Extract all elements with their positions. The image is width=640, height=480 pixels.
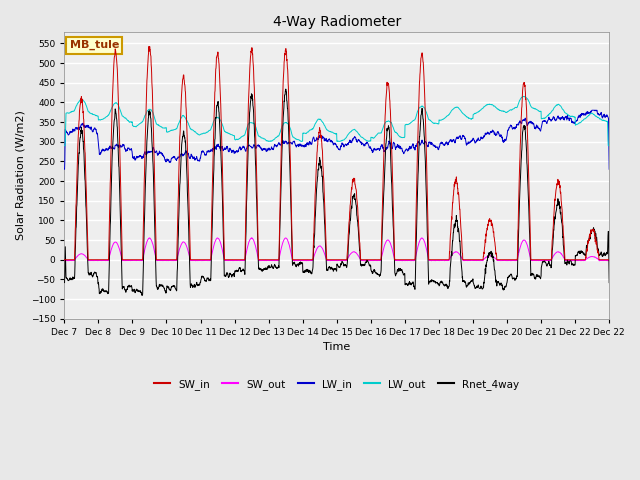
Rnet_4way bbox=[282, 86, 290, 92]
SW_in bbox=[115, 109, 123, 115]
SW_in bbox=[145, 44, 152, 49]
SW_out bbox=[598, 258, 605, 264]
LW_out bbox=[61, 143, 68, 148]
LW_in bbox=[588, 108, 596, 113]
Line: Rnet_4way: Rnet_4way bbox=[65, 89, 609, 296]
Rnet_4way bbox=[501, 283, 509, 289]
X-axis label: Time: Time bbox=[323, 342, 350, 352]
LW_in bbox=[605, 167, 613, 172]
SW_in bbox=[598, 257, 605, 263]
SW_out bbox=[532, 258, 540, 264]
LW_in bbox=[115, 145, 123, 151]
Rnet_4way bbox=[61, 280, 68, 286]
LW_out bbox=[369, 135, 377, 141]
SW_in bbox=[532, 257, 540, 263]
Line: LW_in: LW_in bbox=[65, 110, 609, 169]
Rnet_4way bbox=[598, 252, 605, 258]
Y-axis label: Solar Radiation (W/m2): Solar Radiation (W/m2) bbox=[15, 110, 25, 240]
LW_out bbox=[598, 117, 605, 123]
SW_out bbox=[146, 235, 154, 241]
SW_out bbox=[595, 258, 603, 264]
Text: MB_tule: MB_tule bbox=[70, 40, 119, 50]
SW_in bbox=[233, 257, 241, 263]
SW_out bbox=[370, 258, 378, 264]
SW_out bbox=[605, 257, 613, 263]
LW_out bbox=[605, 143, 613, 148]
Rnet_4way bbox=[532, 276, 540, 281]
Rnet_4way bbox=[605, 280, 613, 286]
SW_in bbox=[370, 257, 378, 263]
SW_in bbox=[501, 257, 509, 263]
Legend: SW_in, SW_out, LW_in, LW_out, Rnet_4way: SW_in, SW_out, LW_in, LW_out, Rnet_4way bbox=[150, 375, 524, 394]
SW_out bbox=[233, 258, 241, 264]
Rnet_4way bbox=[115, 164, 123, 169]
LW_out bbox=[520, 94, 527, 99]
Line: SW_out: SW_out bbox=[65, 238, 609, 261]
LW_in bbox=[61, 167, 68, 172]
SW_out bbox=[501, 258, 509, 264]
LW_out bbox=[500, 108, 508, 114]
SW_in bbox=[61, 257, 68, 263]
Title: 4-Way Radiometer: 4-Way Radiometer bbox=[273, 15, 401, 29]
SW_in bbox=[605, 257, 613, 263]
LW_out bbox=[115, 104, 123, 109]
LW_in bbox=[532, 126, 540, 132]
LW_in bbox=[598, 111, 605, 117]
LW_in bbox=[500, 137, 508, 143]
Rnet_4way bbox=[138, 293, 146, 299]
Line: LW_out: LW_out bbox=[65, 96, 609, 145]
SW_out bbox=[61, 258, 68, 264]
LW_out bbox=[532, 106, 540, 112]
LW_in bbox=[369, 148, 377, 154]
LW_in bbox=[232, 148, 240, 154]
Rnet_4way bbox=[233, 267, 241, 273]
Line: SW_in: SW_in bbox=[65, 47, 609, 260]
Rnet_4way bbox=[370, 267, 378, 273]
SW_out bbox=[115, 244, 123, 250]
LW_out bbox=[232, 136, 240, 142]
